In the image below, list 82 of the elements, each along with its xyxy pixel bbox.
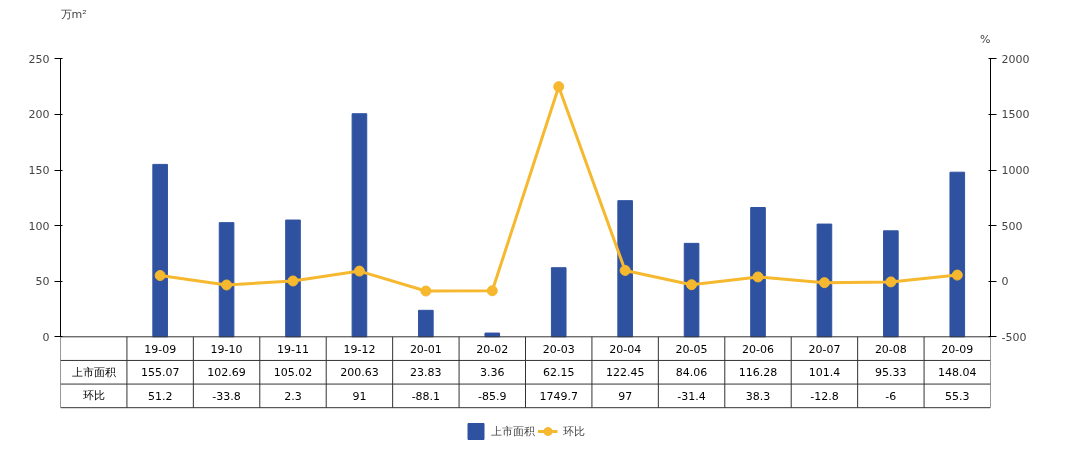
data-label: 91	[352, 389, 367, 403]
data-label: 1749.7	[539, 389, 578, 403]
y2-tick-label: 2000	[1001, 52, 1030, 66]
y-tick-label: 150	[28, 164, 50, 178]
point	[619, 264, 631, 276]
x-tick-label: 20-08	[874, 342, 907, 356]
legend-label: 环比	[562, 423, 585, 439]
x-tick-label: 20-02	[476, 342, 509, 356]
data-label: 51.2	[147, 389, 173, 403]
data-label: -88.1	[411, 389, 441, 403]
point	[420, 285, 432, 297]
y-tick-label: 250	[28, 52, 50, 66]
data-label: 155.07	[140, 366, 180, 380]
data-label: -85.9	[478, 389, 507, 403]
bar	[285, 219, 301, 338]
data-label: 3.36	[480, 366, 505, 380]
data-label: 95.33	[875, 366, 907, 380]
data-label: -6	[885, 389, 897, 403]
point	[553, 81, 565, 93]
data-label: 84.06	[675, 366, 708, 380]
x-tick-label: 19-10	[210, 342, 243, 356]
y-tick-label: 200	[28, 108, 50, 122]
point	[486, 285, 498, 297]
bar	[550, 267, 567, 338]
data-label: 55.3	[945, 389, 970, 403]
bar	[883, 230, 899, 338]
bar	[816, 223, 833, 338]
text: 环比	[82, 389, 105, 403]
data-label: -33.8	[212, 389, 241, 403]
point	[287, 275, 299, 287]
y2-tick-label: -500	[1001, 330, 1027, 344]
point	[818, 277, 830, 289]
point	[686, 279, 698, 291]
data-label: 148.04	[938, 366, 977, 380]
x-tick-label: 20-04	[609, 342, 642, 356]
bar	[949, 171, 966, 338]
y2-tick-label: 0	[1001, 275, 1009, 289]
data-label: 122.45	[605, 366, 645, 380]
x-tick-label: 20-05	[675, 342, 708, 356]
data-label: -31.4	[677, 389, 706, 403]
y2-tick-label: 1500	[1001, 108, 1030, 122]
bar	[218, 222, 235, 338]
point	[221, 279, 233, 291]
y-tick-label: 50	[35, 275, 50, 289]
bar	[418, 309, 434, 338]
data-label: 97	[618, 389, 633, 403]
y2-axis-title: %	[980, 32, 991, 46]
point	[951, 269, 963, 281]
bar	[683, 242, 700, 338]
bar	[617, 200, 633, 338]
y2-tick-label: 500	[1001, 219, 1023, 233]
text: 上市面积	[71, 365, 116, 379]
point	[752, 271, 764, 283]
y-axis-title: 万m²	[60, 7, 87, 21]
x-tick-label: 19-09	[144, 342, 177, 356]
data-label: 116.28	[738, 366, 778, 380]
point	[353, 265, 365, 277]
y-tick-label: 100	[28, 219, 50, 233]
point	[885, 276, 897, 288]
data-label: 38.3	[745, 389, 771, 403]
x-tick-label: 20-03	[542, 342, 575, 356]
y-tick-label: 0	[42, 330, 50, 344]
legend-label: 上市面积	[490, 423, 535, 439]
bar	[351, 113, 368, 338]
x-tick-label: 20-01	[409, 342, 442, 356]
data-label: 2.3	[284, 389, 302, 403]
bar	[152, 163, 168, 338]
x-tick-label: 20-07	[808, 342, 841, 356]
data-label: 105.02	[273, 366, 313, 380]
data-label: -12.8	[810, 389, 839, 403]
x-tick-label: 19-11	[277, 342, 309, 356]
data-label: 62.15	[542, 366, 575, 380]
data-label: 200.63	[340, 366, 379, 380]
data-label: 23.83	[410, 366, 442, 380]
x-tick-label: 19-12	[343, 342, 376, 356]
bar	[750, 207, 766, 338]
data-label: 101.4	[808, 366, 841, 380]
data-label: 102.69	[207, 366, 246, 380]
x-tick-label: 20-06	[742, 342, 774, 356]
y2-tick-label: 1000	[1001, 164, 1030, 178]
x-tick-label: 20-09	[941, 342, 974, 356]
point	[154, 270, 166, 282]
